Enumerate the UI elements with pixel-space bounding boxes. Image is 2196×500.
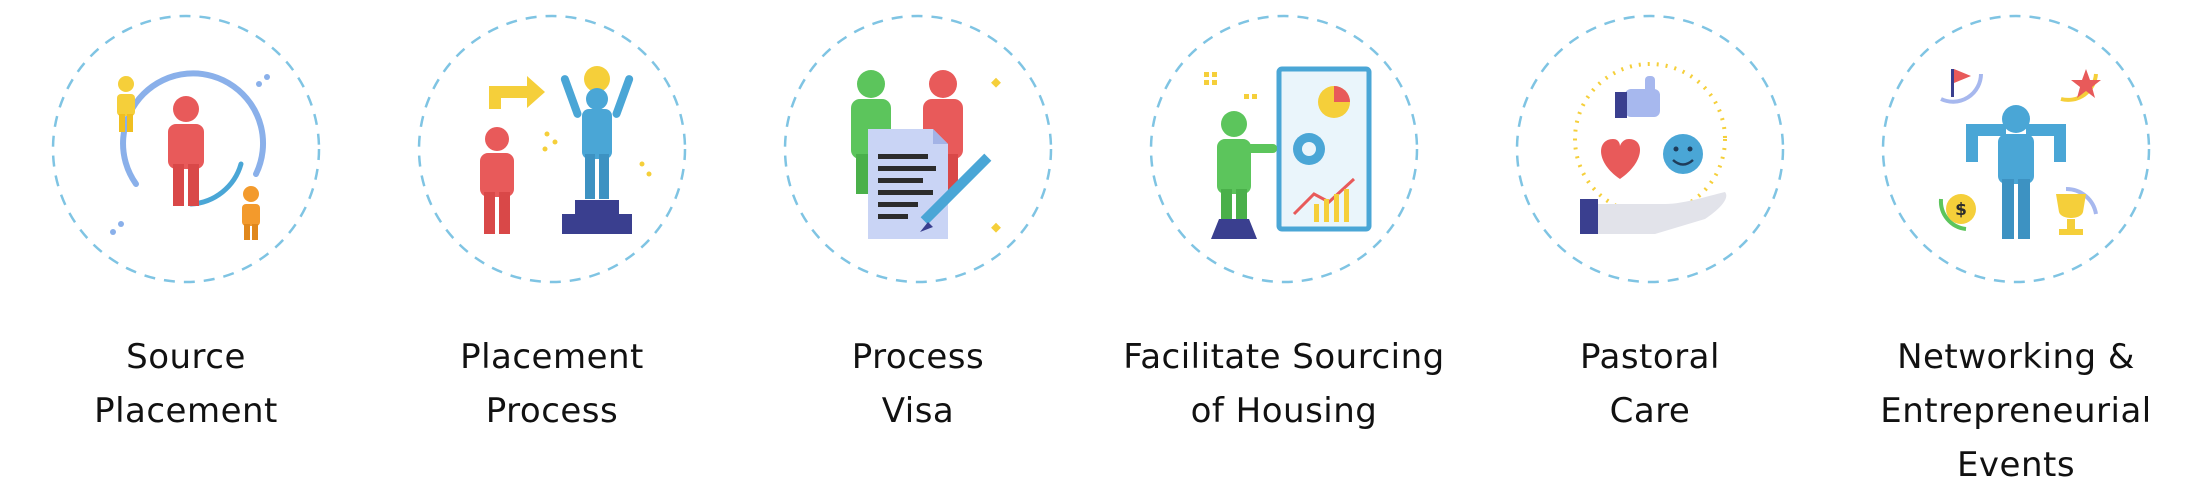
label-line: Pastoral	[1580, 337, 1720, 377]
label-line: Events	[1956, 445, 2076, 485]
label-line: Process	[851, 337, 985, 377]
source-placement-icon	[51, 14, 321, 284]
label-line: Care	[1609, 391, 1691, 431]
label-line: Networking &	[1897, 337, 2135, 377]
service-label: Facilitate Sourcing of Housing	[1104, 330, 1464, 438]
service-label: Placement Process	[372, 330, 732, 438]
service-process-visa: Process Visa	[738, 0, 1098, 500]
process-visa-icon	[783, 14, 1053, 284]
label-line: of Housing	[1190, 391, 1378, 431]
svg-text:$: $	[1955, 200, 1967, 220]
service-source-placement: Source Placement	[6, 0, 366, 500]
service-label: Pastoral Care	[1470, 330, 1830, 438]
service-pastoral-care: Pastoral Care	[1470, 0, 1830, 500]
service-label: Networking & Entrepreneurial Events	[1836, 330, 2196, 492]
label-line: Source	[126, 337, 246, 377]
placement-process-icon	[417, 14, 687, 284]
label-line: Visa	[881, 391, 955, 431]
pastoral-care-icon	[1515, 14, 1785, 284]
service-placement-process: Placement Process	[372, 0, 732, 500]
service-label: Process Visa	[738, 330, 1098, 438]
service-housing-sourcing: Facilitate Sourcing of Housing	[1104, 0, 1464, 500]
label-line: Placement	[460, 337, 644, 377]
housing-sourcing-icon	[1149, 14, 1419, 284]
label-line: Entrepreneurial	[1880, 391, 2152, 431]
service-networking-events: $ Networking & Entrepreneurial Events	[1836, 0, 2196, 500]
service-label: Source Placement	[6, 330, 366, 438]
label-line: Facilitate Sourcing	[1123, 337, 1445, 377]
label-line: Process	[485, 391, 619, 431]
networking-events-icon: $	[1881, 14, 2151, 284]
label-line: Placement	[94, 391, 278, 431]
